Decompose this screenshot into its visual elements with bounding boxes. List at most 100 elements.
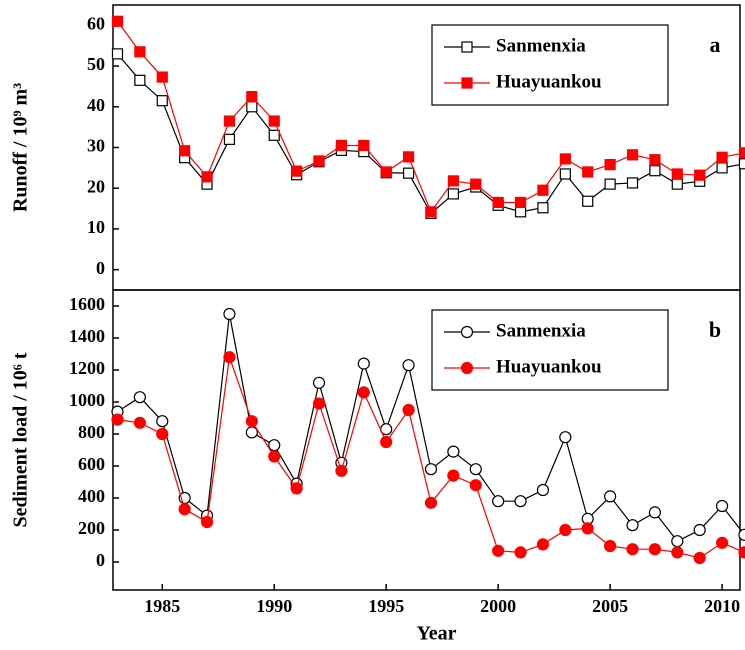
point — [357, 357, 370, 370]
point — [223, 133, 236, 145]
point — [716, 162, 728, 174]
legend-marker — [461, 41, 473, 53]
point — [514, 196, 527, 209]
y-tick-label: 1000 — [69, 390, 105, 410]
y-tick-label: 50 — [87, 54, 105, 74]
y-tick-label: 40 — [87, 95, 105, 115]
point — [111, 48, 124, 60]
y-tick-label: 400 — [78, 486, 105, 506]
point — [738, 158, 745, 170]
point — [335, 464, 348, 477]
point — [268, 115, 280, 127]
y-axis-label: Sediment load / 10⁶ t — [10, 352, 32, 527]
point — [738, 546, 745, 559]
point — [469, 463, 482, 476]
point — [581, 522, 594, 535]
point — [514, 495, 527, 508]
point — [178, 503, 191, 516]
point — [604, 490, 617, 503]
point — [245, 415, 258, 428]
plot-frame — [112, 289, 741, 591]
point — [201, 171, 213, 183]
point — [335, 139, 348, 152]
x-axis-label: Year — [417, 623, 457, 645]
point — [133, 416, 146, 429]
point — [111, 15, 124, 27]
point — [223, 307, 236, 321]
y-tick-label: 20 — [87, 176, 105, 196]
point — [648, 543, 662, 556]
point — [649, 165, 661, 177]
point — [447, 445, 460, 458]
legend-label: Sanmenxia — [496, 35, 586, 56]
point — [604, 178, 616, 190]
legend-marker — [460, 325, 474, 339]
y-tick-label: 1600 — [69, 294, 105, 314]
panel-label: b — [709, 317, 721, 342]
point — [626, 519, 639, 532]
panel-label: a — [710, 32, 721, 57]
point — [738, 147, 745, 159]
point — [671, 546, 684, 559]
point — [536, 483, 550, 497]
point — [536, 538, 550, 551]
point — [559, 153, 571, 165]
point — [268, 450, 281, 463]
point — [693, 551, 706, 565]
point — [537, 184, 549, 196]
legend-box — [431, 24, 669, 106]
point — [111, 413, 124, 426]
point — [559, 168, 571, 180]
point — [626, 177, 639, 189]
y-tick-label: 1400 — [69, 326, 105, 346]
point — [470, 178, 482, 190]
point — [291, 165, 303, 177]
point — [582, 166, 594, 178]
point — [514, 546, 527, 559]
point — [179, 145, 191, 157]
point — [246, 91, 258, 103]
y-tick-label: 800 — [78, 422, 105, 442]
x-tick-label: 2005 — [592, 596, 628, 616]
point — [223, 351, 236, 364]
x-tick-label: 1990 — [256, 596, 292, 616]
point — [424, 496, 438, 509]
point — [313, 155, 325, 167]
point — [492, 544, 505, 557]
point — [671, 178, 683, 190]
point — [156, 95, 168, 107]
point — [245, 426, 258, 439]
point — [693, 523, 706, 537]
point — [447, 469, 460, 482]
y-axis-label: Runoff / 10⁹ m³ — [10, 83, 32, 212]
point — [671, 535, 684, 548]
point — [357, 386, 370, 399]
y-tick-label: 30 — [87, 136, 105, 156]
point — [156, 415, 169, 428]
point — [312, 397, 326, 410]
point — [133, 391, 146, 404]
point — [358, 139, 370, 152]
legend-label: Huayuankou — [496, 356, 602, 377]
point — [312, 376, 326, 389]
point — [492, 196, 504, 209]
point — [582, 195, 594, 207]
point — [649, 154, 661, 166]
point — [380, 166, 392, 178]
y-tick-label: 0 — [96, 550, 105, 570]
point — [402, 151, 415, 163]
x-tick-label: 1995 — [368, 596, 404, 616]
x-tick-label: 2000 — [480, 596, 516, 616]
point — [604, 539, 617, 553]
point — [447, 175, 459, 187]
point — [716, 151, 728, 163]
point — [290, 482, 303, 495]
point — [200, 515, 214, 529]
point — [626, 543, 639, 556]
point — [156, 427, 169, 441]
point — [694, 169, 706, 181]
legend-box — [431, 309, 669, 391]
y-tick-label: 200 — [78, 518, 105, 538]
point — [223, 115, 236, 127]
